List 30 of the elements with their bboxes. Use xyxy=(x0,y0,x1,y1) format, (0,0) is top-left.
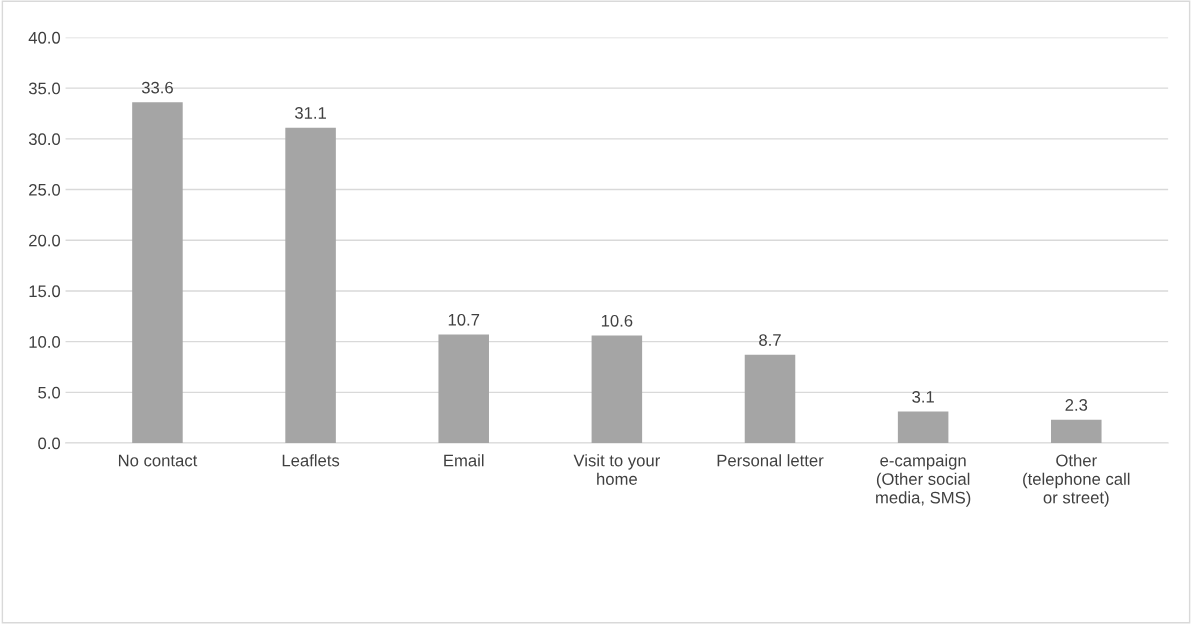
data-label: 31.1 xyxy=(295,107,326,119)
data-label: 10.7 xyxy=(448,313,480,326)
y-tick-label: 5.0 xyxy=(38,386,61,399)
x-tick-label: Visit to your home xyxy=(573,454,660,485)
data-label: 3.1 xyxy=(912,390,934,403)
x-tick-label: Leaflets xyxy=(282,454,340,467)
bar xyxy=(285,127,336,444)
x-tick-label: e-campaign (Other social media, SMS) xyxy=(876,454,971,507)
x-tick-label: No contact xyxy=(118,454,198,467)
x-tick-label: Email xyxy=(444,454,484,467)
bar xyxy=(438,334,489,444)
y-tick-label: 30.0 xyxy=(28,133,61,146)
bar xyxy=(132,102,183,444)
bar xyxy=(897,411,949,444)
bar xyxy=(1051,419,1102,444)
data-label: 33.6 xyxy=(141,81,173,94)
bar xyxy=(744,354,796,444)
y-tick-label: 35.0 xyxy=(28,82,61,95)
y-tick-label: 15.0 xyxy=(29,285,61,298)
data-label: 10.6 xyxy=(601,314,633,327)
x-tick-label: Other (telephone call or street) xyxy=(1023,454,1130,507)
data-label: 2.3 xyxy=(1065,399,1088,411)
y-tick-label: 25.0 xyxy=(29,183,61,196)
x-tick-label: Personal letter xyxy=(717,454,824,467)
data-label: 8.7 xyxy=(759,334,781,346)
y-tick-label: 10.0 xyxy=(29,336,61,348)
y-tick-label: 0.0 xyxy=(38,437,61,450)
y-tick-label: 20.0 xyxy=(29,234,61,247)
bar xyxy=(591,335,643,444)
y-tick-label: 40.0 xyxy=(28,31,61,44)
